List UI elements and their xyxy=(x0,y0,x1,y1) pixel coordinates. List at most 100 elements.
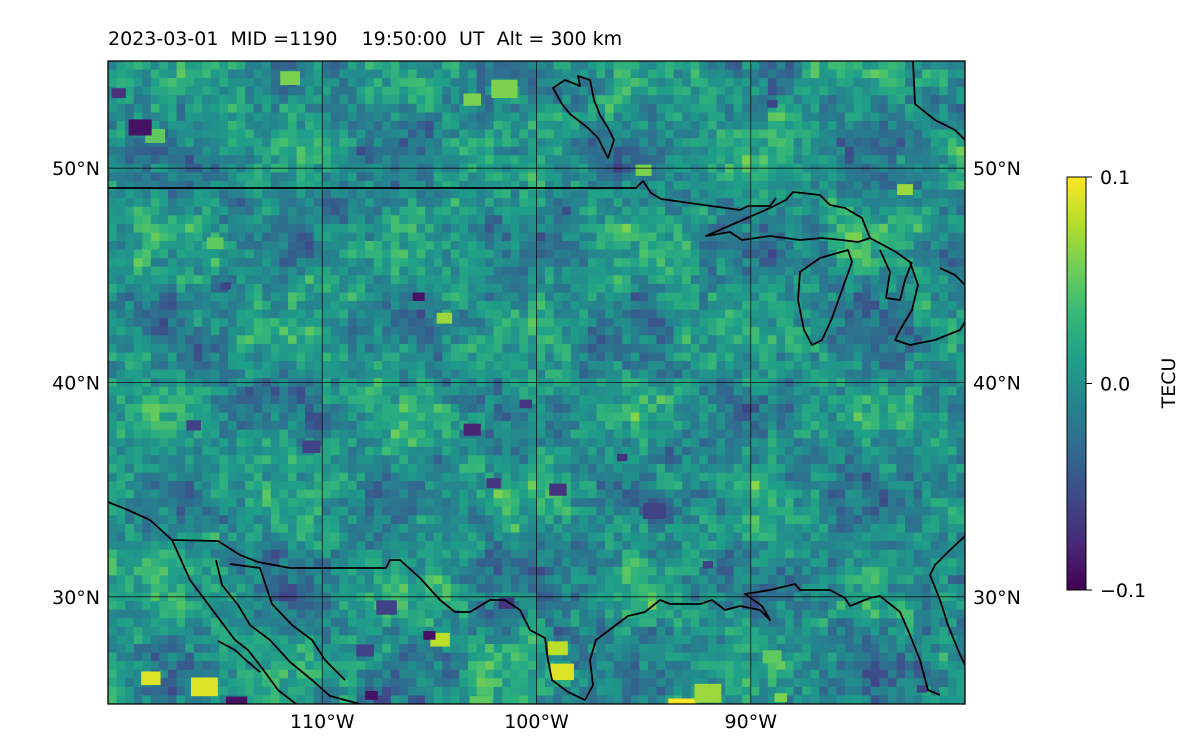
heatmap-cell xyxy=(305,463,315,474)
heatmap-cell xyxy=(605,361,615,371)
heatmap-cell xyxy=(262,343,272,354)
heatmap-cell xyxy=(605,95,615,105)
heatmap-cell xyxy=(356,78,366,88)
heatmap-cell xyxy=(527,455,538,465)
heatmap-cell xyxy=(596,241,606,251)
heatmap-cell xyxy=(905,61,915,71)
heatmap-cell xyxy=(647,429,658,439)
heatmap-cell xyxy=(707,172,718,182)
heatmap-cell xyxy=(896,69,906,79)
heatmap-cell xyxy=(562,335,572,345)
heatmap-cell xyxy=(827,361,838,371)
heatmap-cell xyxy=(133,343,143,354)
heatmap-cell xyxy=(930,129,940,139)
heatmap-cell xyxy=(733,421,743,431)
heatmap-cell xyxy=(399,95,409,105)
heatmap-cell xyxy=(793,258,803,268)
heatmap-cell xyxy=(425,369,435,379)
heatmap-cell xyxy=(913,481,923,491)
heatmap-cell xyxy=(347,266,358,276)
heatmap-cell xyxy=(305,155,315,165)
heatmap-cell xyxy=(630,258,640,268)
heatmap-cell xyxy=(356,481,366,491)
heatmap-cell xyxy=(836,463,846,474)
heatmap-cell xyxy=(716,232,726,242)
heatmap-cell xyxy=(125,446,135,456)
heatmap-cell xyxy=(245,455,255,465)
heatmap-cell xyxy=(476,412,486,422)
heatmap-cell xyxy=(853,352,863,362)
heatmap-cell xyxy=(742,181,752,191)
heatmap-cell xyxy=(279,232,289,242)
heatmap-cell xyxy=(133,369,143,379)
heatmap-cell xyxy=(587,438,598,448)
heatmap-cell xyxy=(142,275,152,285)
heatmap-cell xyxy=(150,198,161,208)
heatmap-cell xyxy=(236,129,246,139)
heatmap-cell xyxy=(605,343,615,354)
heatmap-cell xyxy=(467,472,478,482)
heatmap-cell xyxy=(365,61,375,71)
heatmap-cell xyxy=(305,335,315,345)
heatmap-cell xyxy=(742,223,752,234)
heatmap-cell xyxy=(142,463,152,474)
heatmap-cell xyxy=(407,146,418,156)
heatmap-cell xyxy=(630,403,640,414)
heatmap-cell xyxy=(176,78,186,88)
heatmap-cell xyxy=(150,223,161,234)
heatmap-cell xyxy=(562,249,572,259)
heatmap-cell xyxy=(759,301,769,311)
heatmap-cell xyxy=(296,86,306,96)
heatmap-cell xyxy=(485,146,495,156)
heatmap-cell xyxy=(193,403,203,414)
heatmap-cell xyxy=(399,86,409,96)
heatmap-cell xyxy=(202,198,212,208)
heatmap-cell xyxy=(622,95,632,105)
heatmap-cell xyxy=(759,412,769,422)
heatmap-cell xyxy=(819,112,829,122)
heatmap-cell xyxy=(519,472,529,482)
heatmap-cell xyxy=(810,198,820,208)
heatmap-cell xyxy=(647,481,658,491)
heatmap-cell xyxy=(767,446,778,456)
heatmap-cell xyxy=(433,283,443,294)
heatmap-cell xyxy=(853,481,863,491)
heatmap-cell xyxy=(622,472,632,482)
heatmap-cell xyxy=(630,395,640,405)
heatmap-cell xyxy=(133,172,143,182)
heatmap-cell xyxy=(519,335,529,345)
heatmap-cell xyxy=(185,189,195,199)
heatmap-cell xyxy=(913,258,923,268)
heatmap-cell xyxy=(459,361,469,371)
heatmap-cell xyxy=(519,361,529,371)
heatmap-cell xyxy=(742,146,752,156)
heatmap-cell xyxy=(562,403,572,414)
heatmap-cell xyxy=(579,78,589,88)
heatmap-cell xyxy=(176,283,186,294)
heatmap-cell xyxy=(545,361,555,371)
heatmap-cell xyxy=(193,275,203,285)
heatmap-cell xyxy=(442,129,452,139)
heatmap-cell xyxy=(596,369,606,379)
heatmap-cell xyxy=(870,206,880,216)
heatmap-cell xyxy=(502,472,512,482)
heatmap-cell xyxy=(956,472,965,482)
heatmap-cell xyxy=(639,86,649,96)
heatmap-cell xyxy=(819,421,829,431)
heatmap-cell xyxy=(725,361,735,371)
heatmap-cell xyxy=(510,138,520,148)
heatmap-cell xyxy=(142,112,152,122)
heatmap-cell xyxy=(167,215,178,225)
heatmap-cell xyxy=(750,412,760,422)
heatmap-cell xyxy=(416,138,426,148)
heatmap-cell xyxy=(793,129,803,139)
heatmap-cell xyxy=(665,206,675,216)
heatmap-cell xyxy=(305,215,315,225)
heatmap-cell xyxy=(699,266,709,276)
heatmap-cell xyxy=(142,198,152,208)
heatmap-cell xyxy=(896,232,906,242)
heatmap-cell xyxy=(947,412,958,422)
heatmap-cell xyxy=(116,361,126,371)
heatmap-cell xyxy=(716,438,726,448)
heatmap-cell xyxy=(725,86,735,96)
